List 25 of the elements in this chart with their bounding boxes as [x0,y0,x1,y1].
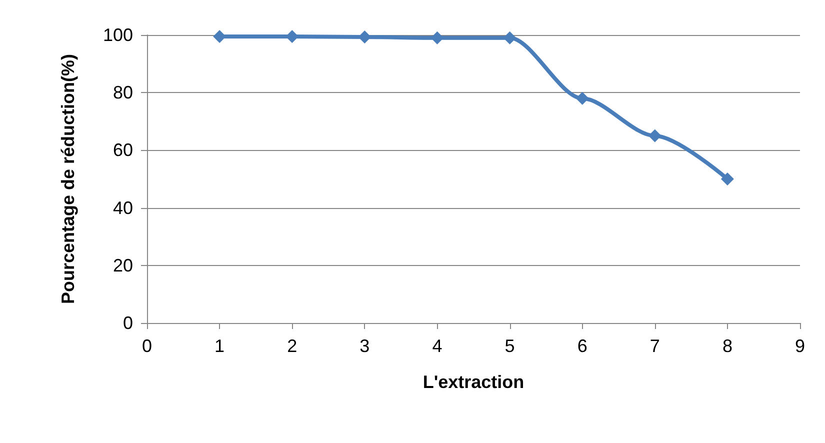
y-tick-label: 0 [122,313,133,333]
x-tick-label: 4 [432,336,442,356]
y-tick-label: 40 [112,198,133,218]
y-axis-title: Pourcentage de réduction(%) [58,54,78,304]
point [430,31,444,44]
point [503,31,516,44]
x-tick-label: 2 [287,336,298,356]
x-tick-label: 8 [722,336,732,356]
x-tick-label: 6 [577,336,588,356]
x-tick-label: 7 [650,336,660,356]
point [648,129,662,142]
x-axis-title: L'extraction [422,372,524,392]
point [358,30,372,44]
y-tick-label: 20 [112,255,133,276]
point [576,92,589,105]
x-tick-label: 3 [360,336,370,356]
y-tick-label: 80 [112,82,133,103]
x-tick-label: 9 [794,336,806,356]
point [286,30,299,43]
x-tick-label: 5 [504,336,515,356]
x-tick-label: 0 [142,336,152,356]
y-tick-label: 60 [112,140,133,160]
y-tick-label: 100 [102,25,133,45]
x-tick-label: 1 [214,336,225,356]
point [720,172,734,186]
